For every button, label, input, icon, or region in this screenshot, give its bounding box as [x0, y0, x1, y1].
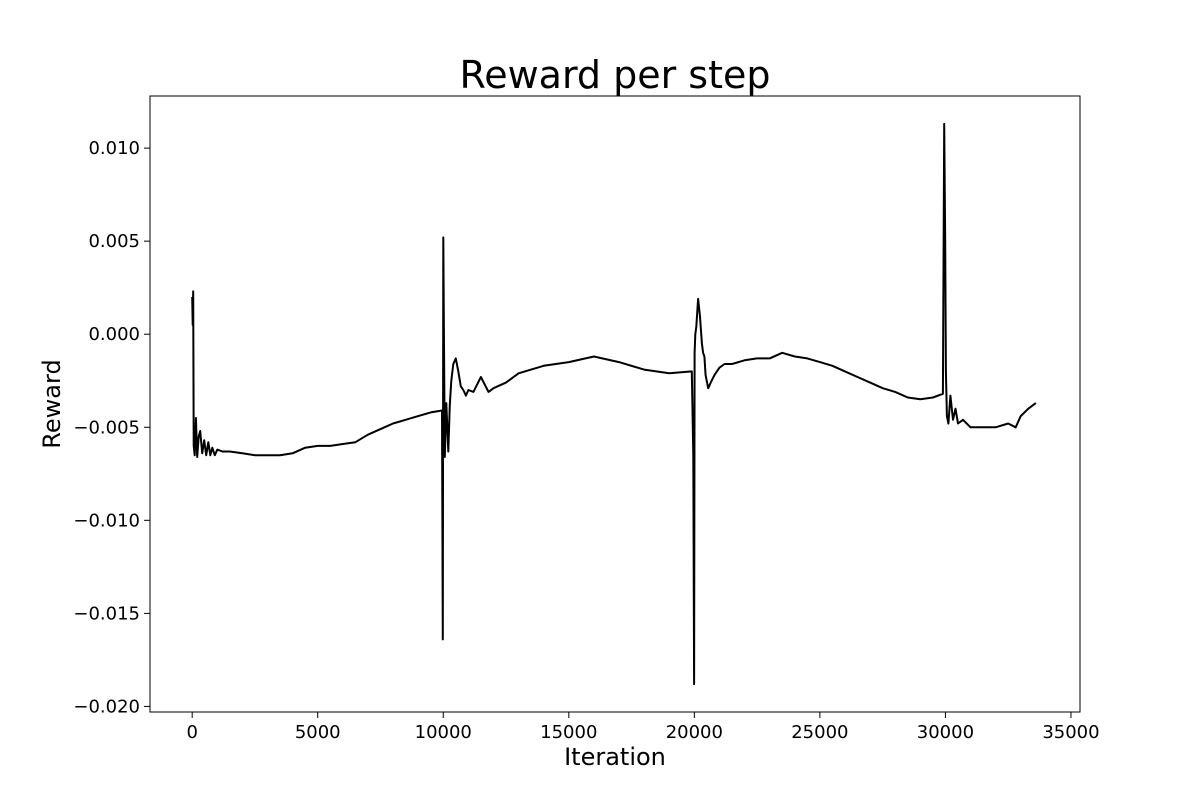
x-tick-label: 20000 — [666, 722, 723, 743]
y-tick-label: −0.010 — [73, 510, 140, 531]
y-tick-label: −0.020 — [73, 696, 140, 717]
y-tick-label: −0.015 — [73, 603, 140, 624]
y-axis: −0.020 −0.015 −0.010 −0.005 0.000 0.005 0.010 — [73, 138, 150, 717]
y-axis-label: Reward — [38, 359, 66, 448]
chart-title: Reward per step — [460, 53, 771, 97]
y-tick-label: 0.010 — [88, 138, 140, 159]
y-tick-label: −0.005 — [73, 417, 140, 438]
x-axis: 0 5000 10000 15000 20000 25000 30000 35000 — [186, 712, 1100, 743]
x-tick-label: 10000 — [415, 722, 472, 743]
x-tick-label: 15000 — [540, 722, 597, 743]
x-tick-label: 35000 — [1042, 722, 1099, 743]
x-tick-label: 25000 — [791, 722, 848, 743]
x-tick-label: 30000 — [917, 722, 974, 743]
plot-frame — [149, 95, 1081, 713]
x-axis-label: Iteration — [564, 743, 666, 771]
y-tick-label: 0.005 — [88, 231, 140, 252]
x-tick-label: 5000 — [295, 722, 341, 743]
y-tick-label: 0.000 — [88, 324, 140, 345]
plot-area — [191, 122, 1037, 686]
series-line — [191, 122, 1037, 686]
x-tick-label: 0 — [186, 722, 197, 743]
